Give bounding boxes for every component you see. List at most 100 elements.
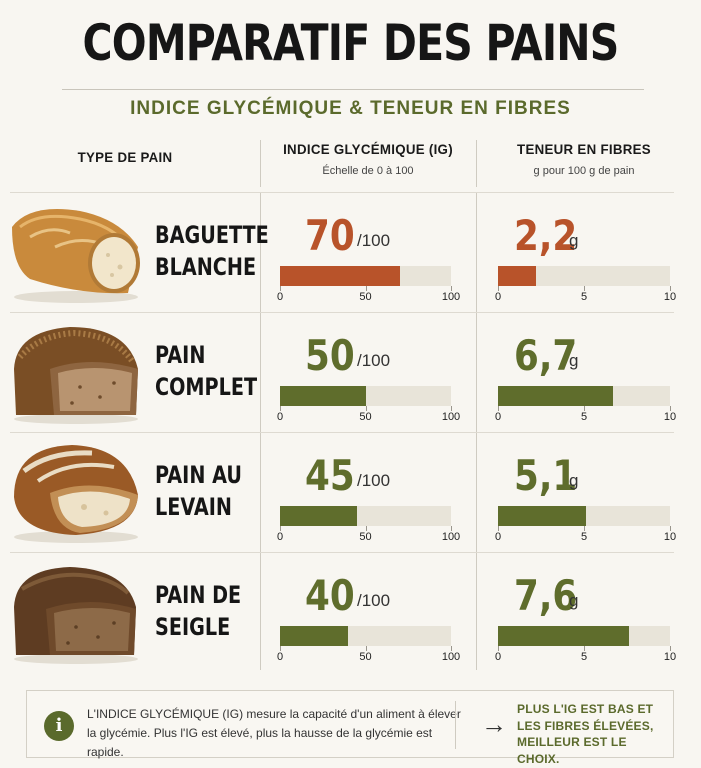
ig-tick-line xyxy=(280,526,281,531)
fibre-tick-line xyxy=(584,526,585,531)
ig-tick-line xyxy=(451,406,452,411)
ig-value: 50 xyxy=(305,331,355,380)
ig-tick-line xyxy=(451,286,452,291)
info-icon: i xyxy=(44,711,74,741)
ig-unit: /100 xyxy=(357,471,391,490)
ig-tick-label: 100 xyxy=(441,651,461,663)
row-divider xyxy=(10,552,674,553)
bread-name-label: PAIN AU LEVAIN xyxy=(155,461,242,521)
ig-value: 45 xyxy=(305,451,355,500)
ig-tick-line xyxy=(365,646,367,651)
ig-tick-label: 0 xyxy=(276,651,284,663)
row-divider xyxy=(10,432,674,433)
bread-name-label: BAGUETTE BLANCHE xyxy=(155,221,269,281)
fibre-tick-line xyxy=(670,286,671,291)
fibre-tick-label: 10 xyxy=(663,291,677,303)
ig-unit: /100 xyxy=(357,351,391,370)
fibre-value: 2,2 xyxy=(514,211,578,260)
ig-bar xyxy=(280,626,349,646)
header-divider-1 xyxy=(260,140,261,187)
bread-name-label: PAIN DE SEIGLE xyxy=(155,581,242,641)
fibre-tick-line xyxy=(584,286,585,291)
ig-tick-line xyxy=(280,646,281,651)
fibre-bar xyxy=(498,386,614,406)
row-divider xyxy=(10,312,674,313)
table-row: BAGUETTE BLANCHE 70/100 0 50 100 2,2 g 0 5 10 xyxy=(0,193,701,313)
ig-tick-line xyxy=(451,646,452,651)
ig-bar-track xyxy=(280,626,451,646)
fibre-tick-line xyxy=(498,526,499,531)
fibre-tick-line xyxy=(670,646,671,651)
fibre-unit: g xyxy=(569,231,579,250)
fibre-bar-track xyxy=(498,386,670,406)
column-divider-2 xyxy=(476,193,477,670)
fibre-bar-track xyxy=(498,266,670,286)
ig-bar xyxy=(280,266,400,286)
ig-tick-label: 0 xyxy=(276,411,284,423)
ig-bar xyxy=(280,506,357,526)
column-header-fibres-title: TENEUR EN FIBRES xyxy=(517,141,651,157)
ig-tick-line xyxy=(280,286,281,291)
fibre-tick-line xyxy=(498,646,499,651)
column-header-type-label: TYPE DE PAIN xyxy=(77,149,173,165)
fibre-value: 7,6 xyxy=(514,571,578,620)
fibre-tick-line xyxy=(670,526,671,531)
ig-tick-line xyxy=(365,526,367,531)
ig-unit: /100 xyxy=(357,231,391,250)
column-header-type: TYPE DE PAIN xyxy=(20,148,230,166)
ig-tick-label: 0 xyxy=(276,531,284,543)
fibre-tick-label: 5 xyxy=(580,651,588,663)
column-header-ig-title: INDICE GLYCÉMIQUE (IG) xyxy=(283,141,453,157)
fibre-bar xyxy=(498,266,536,286)
fibre-value: 6,7 xyxy=(514,331,578,380)
info-divider xyxy=(455,701,456,749)
ig-tick-label: 100 xyxy=(441,291,461,303)
column-header-ig-subtitle: Échelle de 0 à 100 xyxy=(322,165,414,177)
ig-tick-label: 50 xyxy=(359,531,372,543)
ig-tick-line xyxy=(280,406,281,411)
page-title: COMPARATIF DES PAINS xyxy=(82,14,620,72)
ig-bar-track xyxy=(280,386,451,406)
ig-bar xyxy=(280,386,366,406)
conclusion-text: PLUS L'IG EST BAS ET LES FIBRES ÉLEVÉES,… xyxy=(517,702,654,766)
table-row: PAIN AU LEVAIN 45/100 0 50 100 5,1 g 0 5 10 xyxy=(0,433,701,553)
fibre-tick-label: 10 xyxy=(663,651,677,663)
ig-tick-label: 0 xyxy=(276,291,284,303)
ig-tick-label: 100 xyxy=(441,531,461,543)
header-divider xyxy=(10,192,674,193)
column-header-fibres: TENEUR EN FIBRES g pour 100 g de pain xyxy=(478,140,690,178)
column-header-ig: INDICE GLYCÉMIQUE (IG) Échelle de 0 à 10… xyxy=(262,140,474,178)
title-divider xyxy=(62,89,644,90)
fibre-tick-label: 10 xyxy=(663,411,677,423)
bread-name-label: PAIN COMPLET xyxy=(155,341,258,401)
info-text: L'INDICE GLYCÉMIQUE (IG) mesure la capac… xyxy=(87,707,461,759)
fibre-unit: g xyxy=(569,591,579,610)
complet-bread-image xyxy=(10,317,142,425)
column-header-fibres-subtitle: g pour 100 g de pain xyxy=(533,165,635,177)
info-box: i L'INDICE GLYCÉMIQUE (IG) mesure la cap… xyxy=(26,690,674,766)
ig-tick-line xyxy=(365,406,367,411)
fibre-bar xyxy=(498,506,586,526)
fibre-tick-line xyxy=(498,406,499,411)
ig-tick-label: 50 xyxy=(359,651,372,663)
fibre-tick-label: 5 xyxy=(580,531,588,543)
fibre-tick-line xyxy=(584,406,585,411)
column-divider-1 xyxy=(260,193,261,670)
ig-tick-label: 50 xyxy=(359,411,372,423)
ig-unit: /100 xyxy=(357,591,391,610)
header-divider-2 xyxy=(476,140,477,187)
ig-value: 70 xyxy=(305,211,355,260)
fibre-bar-track xyxy=(498,626,670,646)
ig-bar-track xyxy=(280,266,451,286)
fibre-tick-label: 0 xyxy=(494,291,502,303)
fibre-tick-label: 0 xyxy=(494,411,502,423)
seigle-bread-image xyxy=(10,557,142,665)
fibre-unit: g xyxy=(569,351,579,370)
fibre-tick-label: 5 xyxy=(580,411,588,423)
fibre-tick-label: 5 xyxy=(580,291,588,303)
ig-tick-label: 100 xyxy=(441,411,461,423)
ig-value: 40 xyxy=(305,571,355,620)
fibre-tick-label: 0 xyxy=(494,651,502,663)
table-row: PAIN DE SEIGLE 40/100 0 50 100 7,6 g 0 5 10 xyxy=(0,553,701,673)
fibre-tick-line xyxy=(498,286,499,291)
